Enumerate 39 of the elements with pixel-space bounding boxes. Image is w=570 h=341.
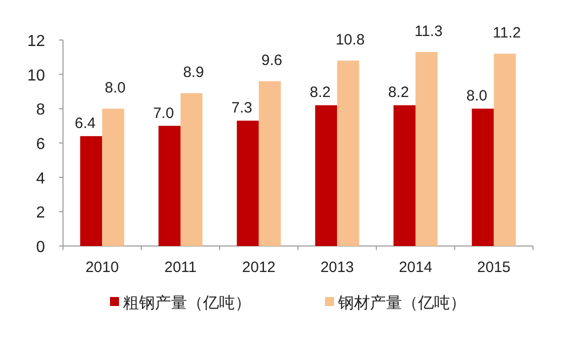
- y-tick-label: 10: [27, 67, 46, 84]
- data-label: 8.0: [466, 88, 488, 105]
- bar: [337, 60, 360, 246]
- y-tick-label: 8: [36, 102, 46, 119]
- bar: [158, 126, 180, 246]
- bar: [80, 136, 102, 246]
- y-tick-label: 12: [27, 33, 46, 50]
- bar: [394, 105, 416, 246]
- bar: [180, 93, 202, 246]
- data-label: 7.3: [231, 100, 252, 117]
- bar: [494, 54, 516, 246]
- legend-label: 粗钢产量（亿吨）: [123, 294, 251, 312]
- data-label: 8.9: [183, 64, 204, 82]
- data-label: 11.2: [492, 24, 521, 42]
- x-tick-label: 2012: [242, 259, 276, 276]
- data-label: 11.3: [414, 23, 443, 40]
- x-tick-label: 2015: [477, 259, 511, 276]
- x-tick-label: 2013: [320, 259, 354, 276]
- y-tick-label: 2: [36, 204, 46, 222]
- data-label: 8.0: [104, 80, 126, 97]
- bar: [258, 81, 281, 246]
- data-label: 8.2: [388, 84, 409, 102]
- y-tick-label: 4: [36, 170, 46, 188]
- y-tick-label: 6: [36, 136, 46, 153]
- bar: [315, 105, 338, 246]
- data-label: 6.4: [74, 115, 96, 132]
- x-tick-label: 2011: [164, 259, 197, 276]
- bar: [472, 108, 494, 246]
- data-label: 9.6: [261, 52, 282, 70]
- bar: [236, 120, 259, 246]
- data-label: 7.0: [153, 104, 174, 122]
- x-tick-label: 2010: [85, 259, 119, 276]
- y-tick-label: 0: [36, 239, 46, 256]
- bar: [416, 52, 438, 246]
- data-label: 8.2: [310, 84, 331, 102]
- data-label: 10.8: [336, 32, 365, 49]
- bar: [102, 108, 124, 246]
- legend-label: 钢材产量（亿吨）: [337, 294, 466, 312]
- x-tick-label: 2014: [398, 259, 432, 276]
